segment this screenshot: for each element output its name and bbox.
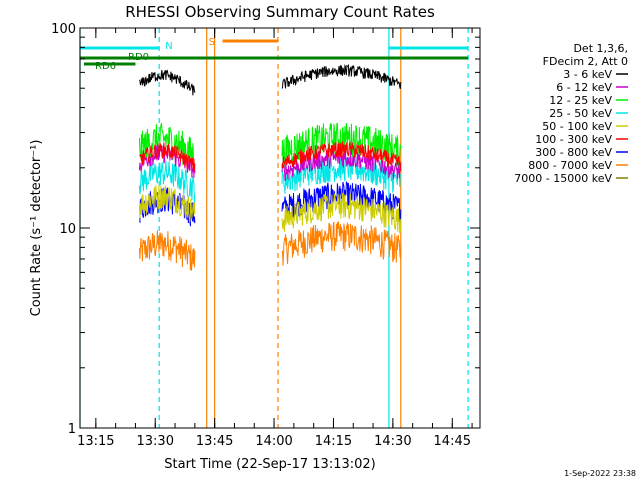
legend-entry: 12 - 25 keV [549,94,612,107]
axes: 1 10 100 13:15 13:30 13:45 14:00 14:15 14:30 14:4… [51,22,481,449]
plot-area [79,28,469,428]
series-trace [138,160,196,203]
x-tick-label: 14:45 [434,434,471,449]
y-tick-label: 10 [59,222,76,237]
x-axis-label: Start Time (22-Sep-17 13:13:02) [164,457,375,472]
y-tick-label: 1 [68,422,76,437]
x-tick-label: 13:45 [196,434,233,449]
legend-entry: 100 - 300 keV [535,133,612,146]
legend-entry: 6 - 12 keV [556,81,612,94]
legend-entry: 800 - 7000 keV [528,159,612,172]
y-tick-label: 100 [51,22,76,37]
series-trace [281,192,402,234]
series-trace [281,63,402,89]
x-tick-label: 14:15 [315,434,352,449]
series-trace [139,69,196,96]
x-tick-label: 14:30 [374,434,411,449]
legend-header: Det 1,3,6, [573,42,628,55]
legend-entry: 7000 - 15000 keV [514,172,612,185]
legend-entry: 50 - 100 keV [542,120,612,133]
flag-label: RD6 [95,61,116,72]
x-tick-label: 14:00 [255,434,292,449]
chart-title: RHESSI Observing Summary Count Rates [125,3,435,21]
flag-label: S [209,37,215,48]
series-trace [139,142,196,172]
flag-label: N [165,41,172,52]
series-trace [281,221,402,266]
legend-header: FDecim 2, Att 0 [543,55,628,68]
y-axis-label: Count Rate (s⁻¹ detector⁻¹) [29,140,44,317]
flag-bars: N RD6 RD0 S [80,37,469,72]
series-trace [138,123,196,169]
series-trace [281,149,402,182]
footer-timestamp: 1-Sep-2022 23:38 [564,469,636,478]
series-trace [138,185,196,223]
legend-entry: 300 - 800 keV [535,146,612,159]
x-tick-label: 13:15 [77,434,114,449]
x-tick-label: 13:30 [137,434,174,449]
legend-entry: 25 - 50 keV [549,107,612,120]
series-trace [138,230,196,271]
legend-entry: 3 - 6 keV [563,68,612,81]
series-trace [281,141,402,172]
flag-label: RD0 [128,52,149,63]
